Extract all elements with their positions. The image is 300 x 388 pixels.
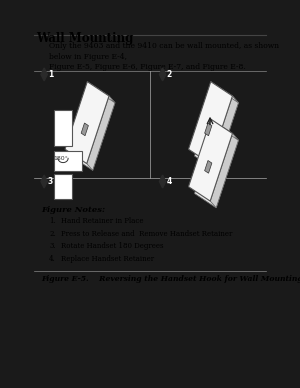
FancyBboxPatch shape <box>54 110 72 146</box>
Polygon shape <box>41 175 47 188</box>
Text: Figure E-5.    Reversing the Handset Hook for Wall Mounting: Figure E-5. Reversing the Handset Hook f… <box>42 275 300 283</box>
Polygon shape <box>205 123 212 136</box>
Text: Hand Retainer in Place: Hand Retainer in Place <box>61 217 143 225</box>
Text: Replace Handset Retainer: Replace Handset Retainer <box>61 255 154 263</box>
FancyBboxPatch shape <box>54 174 72 199</box>
Polygon shape <box>159 68 166 81</box>
Text: 3: 3 <box>48 177 53 186</box>
Polygon shape <box>210 133 238 208</box>
Text: 4: 4 <box>167 177 172 186</box>
Text: Press to Release and  Remove Handset Retainer: Press to Release and Remove Handset Reta… <box>61 230 232 238</box>
Text: Figure Notes:: Figure Notes: <box>42 206 106 215</box>
Polygon shape <box>194 126 238 208</box>
Text: 1: 1 <box>48 70 53 79</box>
Polygon shape <box>194 88 238 170</box>
Text: Only the 9403 and the 9410 can be wall mounted, as shown below in Figure E-4,
Fi: Only the 9403 and the 9410 can be wall m… <box>49 42 279 71</box>
Text: 180°: 180° <box>53 156 68 161</box>
Polygon shape <box>159 175 166 188</box>
Text: 2.: 2. <box>49 230 56 238</box>
Text: 3.: 3. <box>49 242 56 250</box>
Text: Rotate Handset 180 Degrees: Rotate Handset 180 Degrees <box>61 242 163 250</box>
Polygon shape <box>41 68 47 81</box>
Polygon shape <box>71 88 115 170</box>
Polygon shape <box>188 81 232 164</box>
Text: 1.: 1. <box>49 217 56 225</box>
Polygon shape <box>65 81 109 164</box>
Polygon shape <box>87 96 115 170</box>
Text: 4.: 4. <box>49 255 56 263</box>
Polygon shape <box>81 123 88 136</box>
Polygon shape <box>188 119 232 201</box>
FancyBboxPatch shape <box>54 151 82 171</box>
Polygon shape <box>211 81 238 103</box>
Polygon shape <box>211 119 238 140</box>
Polygon shape <box>210 96 238 170</box>
Text: Wall Mounting: Wall Mounting <box>37 31 134 45</box>
Polygon shape <box>205 161 212 173</box>
Text: 2: 2 <box>167 70 172 79</box>
Polygon shape <box>87 81 115 103</box>
